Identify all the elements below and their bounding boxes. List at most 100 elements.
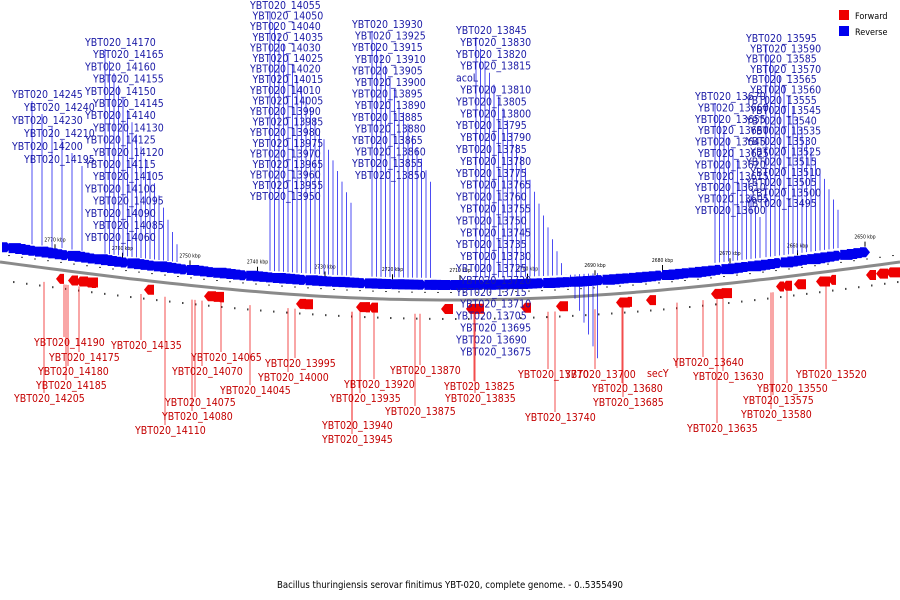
- forward-gene-label: YBT020_13875: [384, 313, 456, 418]
- reverse-gene-label: YBT020_13860: [354, 147, 426, 278]
- track-dash: [728, 302, 730, 305]
- track-dash: [507, 317, 509, 320]
- svg-text:YBT020_13780: YBT020_13780: [459, 156, 531, 168]
- forward-gene-label: YBT020_13870: [389, 313, 461, 377]
- reverse-gene-label: YBT020_13805: [455, 96, 527, 278]
- reverse-gene-label: YBT020_13890: [354, 100, 426, 278]
- reverse-gene-label: YBT020_13705: [455, 273, 585, 323]
- track-dash: [151, 273, 153, 275]
- reverse-gene-label: YBT020_14030: [249, 42, 321, 273]
- svg-text:YBT020_13670: YBT020_13670: [694, 91, 766, 103]
- reverse-gene-label: YBT020_13965: [252, 159, 338, 276]
- reverse-gene-label: YBT020_13790: [459, 132, 531, 277]
- svg-text:YBT020_13605: YBT020_13605: [697, 194, 769, 206]
- track-dash: [429, 317, 431, 320]
- legend-forward-label: Forward: [855, 12, 888, 22]
- forward-gene-label: YBT020_13635: [686, 298, 758, 435]
- svg-text:YBT020_13505: YBT020_13505: [745, 177, 817, 189]
- svg-text:YBT020_14030: YBT020_14030: [249, 42, 321, 54]
- scale-tick: 2740 kbp: [247, 260, 268, 272]
- track-dash: [489, 291, 491, 293]
- forward-gene-arrow: [68, 275, 78, 286]
- reverse-gene-label: YBT020_13865: [351, 135, 423, 278]
- track-dash: [554, 289, 556, 291]
- svg-text:YBT020_13815: YBT020_13815: [459, 61, 531, 73]
- reverse-track: [2, 242, 870, 290]
- svg-text:YBT020_13805: YBT020_13805: [455, 96, 527, 108]
- svg-text:YBT020_14160: YBT020_14160: [84, 61, 156, 73]
- scale-tick-label: 2650 kbp: [854, 235, 875, 241]
- track-dash: [47, 260, 49, 262]
- reverse-gene-label: YBT020_13605: [697, 194, 769, 259]
- track-dash: [229, 281, 231, 283]
- track-dash: [364, 316, 366, 319]
- reverse-gene-label: YBT020_14120: [92, 147, 164, 259]
- svg-text:YBT020_13495: YBT020_13495: [745, 198, 817, 210]
- svg-text:YBT020_14070: YBT020_14070: [171, 366, 243, 378]
- track-dash: [104, 292, 106, 295]
- svg-text:YBT020_14200: YBT020_14200: [11, 141, 83, 153]
- reverse-gene-label: YBT020_13900: [354, 77, 426, 278]
- reverse-gene-label: YBT020_13830: [459, 37, 531, 278]
- track-dash: [312, 313, 314, 316]
- reverse-gene-label: YBT020_14095: [92, 196, 164, 261]
- track-dash: [377, 316, 379, 319]
- forward-gene-label: YBT020_14190: [33, 284, 105, 349]
- svg-text:YBT020_13540: YBT020_13540: [745, 115, 817, 127]
- reverse-gene-label: YBT020_14195: [23, 154, 95, 251]
- forward-gene-label: YBT020_14070: [171, 300, 243, 378]
- legend-reverse-swatch: [839, 26, 849, 36]
- track-dash: [260, 309, 262, 312]
- svg-text:YBT020_14130: YBT020_14130: [92, 122, 164, 134]
- forward-track: [56, 267, 900, 314]
- reverse-gene-label: YBT020_13820: [455, 49, 527, 278]
- track-dash: [775, 270, 777, 272]
- svg-text:YBT020_13635: YBT020_13635: [686, 423, 758, 435]
- svg-text:YBT020_13655: YBT020_13655: [694, 114, 766, 126]
- reverse-gene-label: YBT020_14160: [84, 61, 156, 255]
- scale-tick-label: 2760 kbp: [112, 246, 133, 252]
- legend-forward-swatch: [839, 10, 849, 20]
- svg-text:YBT020_13725: YBT020_13725: [455, 263, 527, 275]
- svg-text:YBT020_13950: YBT020_13950: [249, 191, 321, 203]
- svg-text:YBT020_13745: YBT020_13745: [459, 227, 531, 239]
- svg-text:YBT020_13630: YBT020_13630: [692, 371, 764, 383]
- track-dash: [754, 299, 756, 302]
- track-dash: [86, 265, 88, 267]
- track-dash: [515, 291, 517, 293]
- svg-text:YBT020_13905: YBT020_13905: [351, 65, 423, 77]
- reverse-gene-label: YBT020_13565: [745, 74, 817, 255]
- reverse-gene-label: YBT020_13555: [745, 95, 817, 254]
- forward-gene-arrow: [362, 302, 370, 313]
- reverse-gene-label: YBT020_14140: [84, 110, 156, 257]
- track-dash: [780, 296, 782, 299]
- svg-text:YBT020_13920: YBT020_13920: [343, 379, 415, 391]
- svg-text:YBT020_14135: YBT020_14135: [110, 340, 182, 352]
- track-dash: [650, 309, 652, 312]
- forward-gene-label: YBT020_13630: [692, 298, 764, 383]
- genome-backbone: [0, 260, 900, 302]
- reverse-gene-label: acoL: [456, 73, 495, 278]
- scale-tick: 2670 kbp: [719, 251, 741, 264]
- track-dash: [234, 307, 236, 310]
- reverse-gene-label: YBT020_13775: [455, 168, 531, 277]
- track-dash: [372, 290, 374, 292]
- track-dash: [117, 294, 119, 297]
- reverse-gene-label: YBT020_13810: [459, 85, 531, 278]
- reverse-gene-label: YBT020_14130: [92, 122, 164, 258]
- track-dash: [13, 281, 15, 284]
- forward-gene-arrow: [876, 268, 888, 279]
- svg-text:YBT020_13940: YBT020_13940: [321, 420, 393, 432]
- svg-text:YBT020_13975: YBT020_13975: [252, 138, 324, 150]
- svg-text:YBT020_13795: YBT020_13795: [455, 120, 527, 132]
- forward-gene-label: YBT020_13575: [742, 292, 814, 407]
- svg-text:YBT020_13570: YBT020_13570: [749, 64, 821, 76]
- reverse-gene-label: YBT020_14040: [249, 21, 321, 272]
- svg-text:YBT020_13995: YBT020_13995: [264, 358, 336, 370]
- reverse-gene-label: YBT020_14155: [92, 74, 164, 256]
- track-dash: [26, 282, 28, 285]
- reverse-gene-label: YBT020_13500: [749, 188, 834, 249]
- forward-gene-label: YBT020_14110: [134, 296, 206, 437]
- reverse-gene-label: YBT020_13745: [459, 227, 553, 276]
- track-dash: [502, 291, 504, 293]
